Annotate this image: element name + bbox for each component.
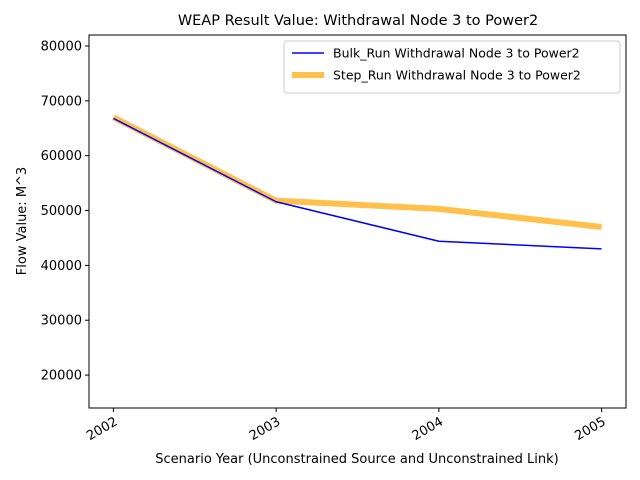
series-line-1 xyxy=(113,117,602,250)
legend: Bulk_Run Withdrawal Node 3 to Power2 Step… xyxy=(283,40,621,94)
y-tick-label: 70000 xyxy=(41,94,82,109)
x-tick-label: 2004 xyxy=(410,414,446,444)
plot-area xyxy=(88,34,627,409)
y-tick-label: 80000 xyxy=(41,39,82,54)
chart-title: WEAP Result Value: Withdrawal Node 3 to … xyxy=(178,13,538,29)
x-tick-label: 2003 xyxy=(247,414,283,444)
y-tick-label: 50000 xyxy=(41,204,82,219)
x-tick-label: 2002 xyxy=(84,414,120,444)
plot-frame xyxy=(88,34,627,409)
y-tick-label: 20000 xyxy=(41,369,82,384)
y-axis-label: Flow Value: M^3 xyxy=(15,167,30,275)
series-line-2 xyxy=(112,114,602,230)
y-axis: 20000 30000 40000 50000 60000 70000 80000 xyxy=(41,39,89,384)
legend-label-2: Step_Run Withdrawal Node 3 to Power2 xyxy=(333,68,581,83)
x-tick-label: 2005 xyxy=(572,414,608,444)
legend-label-1: Bulk_Run Withdrawal Node 3 to Power2 xyxy=(333,46,580,61)
y-tick-label: 60000 xyxy=(41,149,82,164)
y-tick-label: 40000 xyxy=(41,259,82,274)
x-axis: 2002 2003 2004 2005 xyxy=(84,408,609,444)
legend-frame xyxy=(283,40,621,94)
x-axis-label: Scenario Year (Unconstrained Source and … xyxy=(155,452,558,467)
y-tick-label: 30000 xyxy=(41,314,82,329)
series-layer xyxy=(112,114,602,250)
